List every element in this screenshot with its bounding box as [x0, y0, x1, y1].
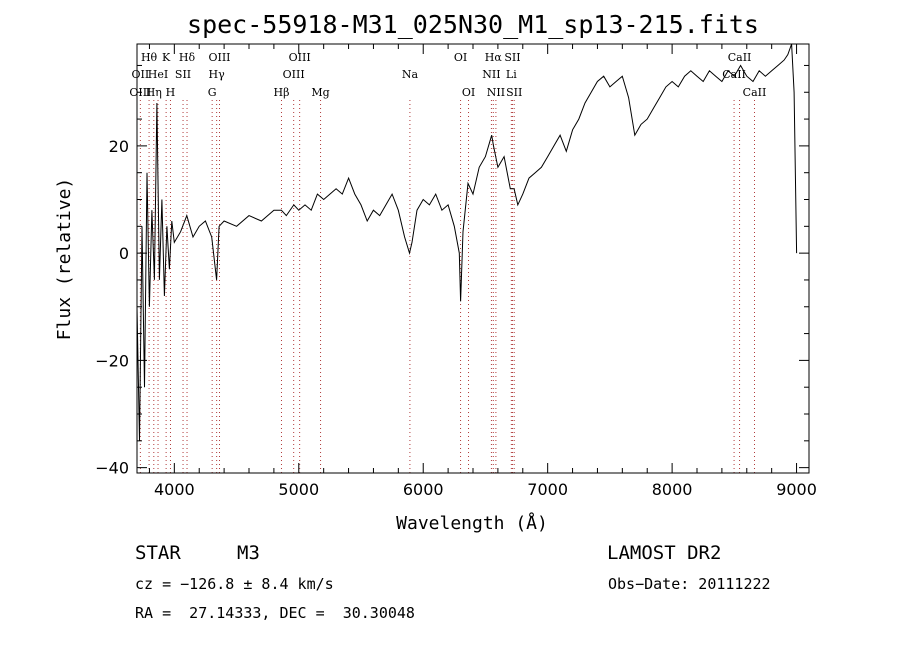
line-marker-label: Hδ — [179, 51, 196, 64]
x-tick-label: 4000 — [154, 480, 195, 499]
spectral-line-markers: HθOIIOIIIHηHeIKHSIIHδGHγOIIIHβOIIIOIIIMg… — [129, 51, 766, 473]
plot-frame — [136, 43, 810, 474]
line-marker-label: K — [162, 51, 171, 64]
x-tick-label: 6000 — [403, 480, 444, 499]
line-marker-label: HeI — [148, 68, 168, 81]
line-marker-label: OIII — [289, 51, 311, 64]
object-subclass: M3 — [237, 542, 260, 564]
line-marker-label: Hγ — [209, 68, 226, 81]
line-marker-label: Hα — [485, 51, 503, 64]
line-marker-label: Hη — [146, 86, 162, 99]
x-axis-label: Wavelength (Å) — [396, 512, 548, 534]
line-marker-label: CaII — [728, 51, 752, 64]
x-tick-label: 7000 — [527, 480, 568, 499]
x-tick-label: 5000 — [278, 480, 319, 499]
line-marker-label: SII — [506, 86, 522, 99]
line-marker-label: Na — [402, 68, 419, 81]
line-marker-label: NII — [482, 68, 500, 81]
y-tick-label: 20 — [109, 137, 129, 156]
line-marker-label: OII — [132, 68, 150, 81]
obs-date: Obs−Date: 20111222 — [608, 575, 771, 593]
x-tick-label: 8000 — [652, 480, 693, 499]
line-marker-label: SII — [175, 68, 191, 81]
ra-dec-coords: RA = 27.14333, DEC = 30.30048 — [135, 604, 415, 622]
y-axis: −40 −20 0 20 — [95, 64, 809, 478]
line-marker-label: Li — [506, 68, 517, 81]
line-marker-label: CaII — [743, 86, 767, 99]
y-tick-label: 0 — [119, 244, 129, 263]
x-axis: 4000 5000 6000 7000 8000 9000 — [148, 44, 817, 499]
line-marker-label: OI — [462, 86, 475, 99]
y-tick-label: −40 — [95, 459, 129, 478]
survey-name: LAMOST DR2 — [607, 542, 722, 564]
chart-title: spec-55918-M31_025N30_M1_sp13-215.fits — [187, 10, 759, 39]
line-marker-label: Hβ — [274, 86, 290, 99]
line-marker-label: NII — [487, 86, 505, 99]
object-class: STAR — [135, 542, 181, 564]
line-marker-label: H — [166, 86, 176, 99]
y-tick-label: −20 — [95, 351, 129, 370]
redshift-cz: cz = −126.8 ± 8.4 km/s — [135, 575, 334, 593]
line-marker-label: G — [208, 86, 217, 99]
line-marker-label: Hθ — [141, 51, 158, 64]
line-marker-label: OIII — [208, 51, 230, 64]
spectrum-series-line — [136, 43, 798, 441]
line-marker-label: OI — [454, 51, 467, 64]
line-marker-label: OIII — [283, 68, 305, 81]
line-marker-label: SII — [504, 51, 520, 64]
x-tick-label: 9000 — [776, 480, 817, 499]
y-axis-label: Flux (relative) — [54, 178, 75, 341]
line-marker-label: Mg — [311, 86, 329, 99]
